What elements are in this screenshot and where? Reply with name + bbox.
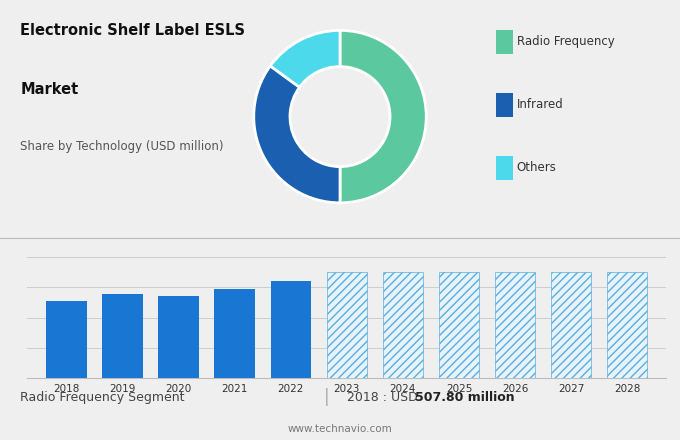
Bar [326, 272, 367, 378]
Text: Radio Frequency: Radio Frequency [517, 36, 615, 48]
Text: |: | [324, 388, 329, 406]
Text: 2018 : USD: 2018 : USD [347, 391, 422, 404]
Text: Infrared: Infrared [517, 99, 564, 111]
Text: Market: Market [20, 81, 79, 97]
Bar [496, 93, 513, 117]
Text: Electronic Shelf Label ESLS: Electronic Shelf Label ESLS [20, 23, 245, 38]
Wedge shape [254, 66, 340, 203]
Bar [214, 289, 255, 378]
Bar [46, 301, 86, 378]
Text: 507.80 million: 507.80 million [415, 391, 515, 404]
Text: www.technavio.com: www.technavio.com [288, 424, 392, 434]
Bar [496, 30, 513, 54]
Wedge shape [340, 30, 426, 203]
Bar [102, 293, 143, 378]
Text: Share by Technology (USD million): Share by Technology (USD million) [20, 140, 224, 153]
Bar [439, 272, 479, 378]
Text: Radio Frequency Segment: Radio Frequency Segment [20, 391, 185, 404]
Text: Others: Others [517, 161, 557, 174]
Bar [496, 156, 513, 180]
Bar [551, 272, 592, 378]
Bar [495, 272, 535, 378]
Wedge shape [270, 30, 340, 87]
Bar [158, 296, 199, 378]
Bar [607, 272, 647, 378]
Bar [271, 282, 311, 378]
Bar [383, 272, 423, 378]
